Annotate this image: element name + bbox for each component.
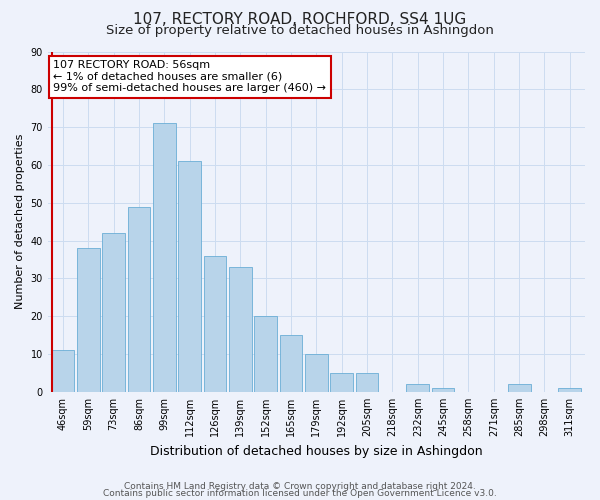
Bar [508,384,530,392]
Bar [153,124,176,392]
Bar [102,233,125,392]
X-axis label: Distribution of detached houses by size in Ashingdon: Distribution of detached houses by size … [150,444,483,458]
Bar [305,354,328,392]
Text: 107, RECTORY ROAD, ROCHFORD, SS4 1UG: 107, RECTORY ROAD, ROCHFORD, SS4 1UG [133,12,467,28]
Bar [128,206,151,392]
Bar [77,248,100,392]
Bar [203,256,226,392]
Bar [431,388,454,392]
Text: Size of property relative to detached houses in Ashingdon: Size of property relative to detached ho… [106,24,494,37]
Text: 107 RECTORY ROAD: 56sqm
← 1% of detached houses are smaller (6)
99% of semi-deta: 107 RECTORY ROAD: 56sqm ← 1% of detached… [53,60,326,93]
Bar [559,388,581,392]
Bar [356,373,379,392]
Bar [178,161,201,392]
Bar [280,335,302,392]
Bar [254,316,277,392]
Text: Contains HM Land Registry data © Crown copyright and database right 2024.: Contains HM Land Registry data © Crown c… [124,482,476,491]
Bar [331,373,353,392]
Bar [52,350,74,392]
Text: Contains public sector information licensed under the Open Government Licence v3: Contains public sector information licen… [103,489,497,498]
Bar [406,384,429,392]
Y-axis label: Number of detached properties: Number of detached properties [15,134,25,310]
Bar [229,267,252,392]
